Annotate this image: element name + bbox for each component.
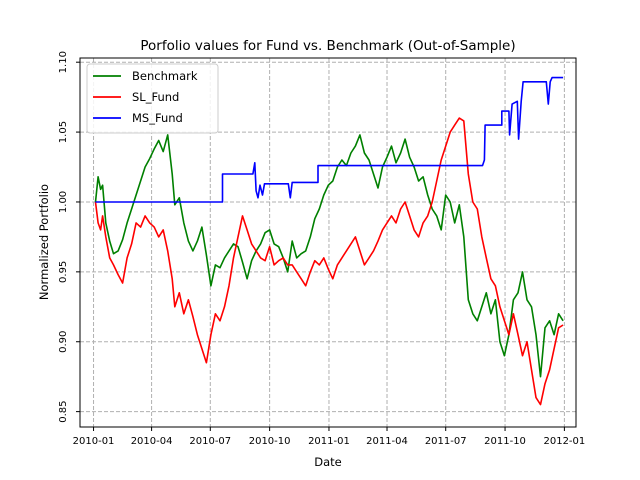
legend-label-benchmark: Benchmark [132,69,198,83]
x-tick-label: 2010-07 [189,436,231,447]
y-tick-label: 1.10 [58,51,69,73]
x-tick-label: 2011-07 [425,436,467,447]
y-tick-label: 0.90 [58,331,69,353]
x-axis-label: Date [314,455,342,469]
legend-label-ms-fund: MS_Fund [132,111,183,125]
series-line-sl-fund [94,117,564,406]
y-axis: 0.85 0.90 0.95 1.00 1.05 1.10 [58,51,80,423]
legend: Benchmark SL_Fund MS_Fund [86,63,219,134]
legend-box [86,63,219,134]
chart-title: Porfolio values for Fund vs. Benchmark (… [140,38,515,54]
x-tick-label: 2011-01 [308,436,350,447]
y-tick-label: 1.05 [58,121,69,143]
x-tick-label: 2012-01 [543,436,585,447]
legend-label-sl-fund: SL_Fund [132,90,179,104]
y-tick-label: 0.95 [58,261,69,283]
series-line-benchmark [94,134,564,378]
y-tick-label: 0.85 [58,400,69,422]
series-line-ms-fund [95,76,564,203]
y-tick-label: 1.00 [58,191,69,213]
x-tick-label: 2011-10 [484,436,526,447]
y-axis-label: Normalized Portfolio [37,184,51,300]
x-tick-label: 2010-10 [249,436,291,447]
x-tick-label: 2011-04 [366,436,408,447]
series-layer [94,76,564,406]
x-tick-label: 2010-01 [73,436,115,447]
plot-frame [79,57,577,428]
x-tick-label: 2010-04 [131,436,173,447]
x-axis: 2010-01 2010-04 2010-07 2010-10 2011-01 2011-… [73,427,585,447]
